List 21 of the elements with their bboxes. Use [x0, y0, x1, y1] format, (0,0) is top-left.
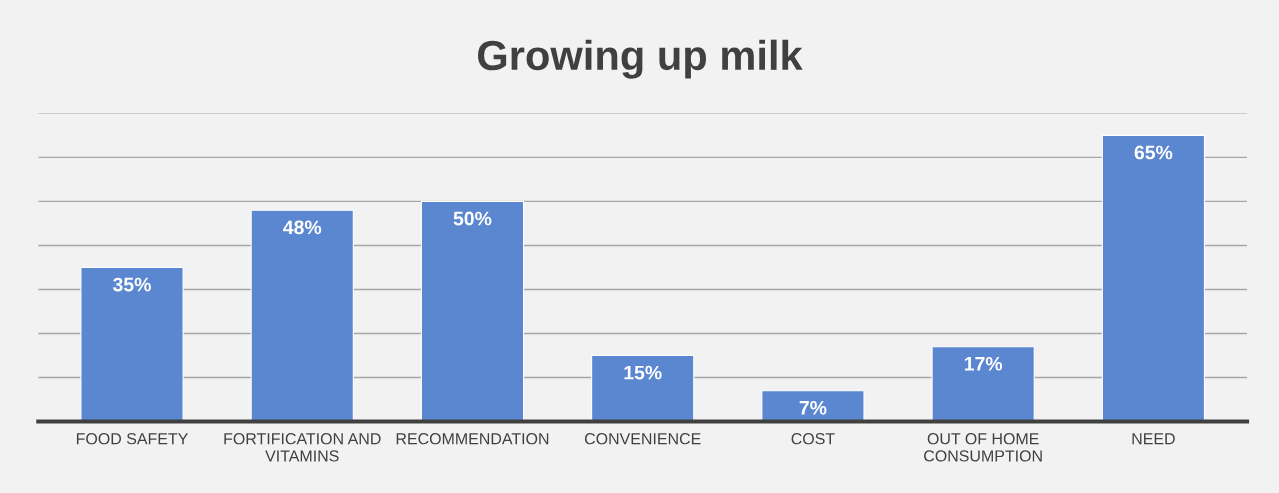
x-tick-label: FOOD SAFETY: [76, 433, 188, 445]
data-label: 17%: [964, 356, 1003, 371]
x-tick-label: NEED: [1132, 433, 1175, 445]
data-label: 15%: [624, 365, 662, 380]
bar: [420, 200, 525, 422]
bar: [931, 346, 1035, 422]
x-tick-label: COST: [791, 433, 835, 445]
bar: [250, 209, 354, 422]
bar: [1101, 134, 1206, 422]
data-label: 48%: [283, 220, 322, 235]
x-tick-label: CONVENIENCE: [584, 433, 701, 445]
x-tick-label: FORTIFICATION AND VITAMINS: [224, 433, 381, 462]
bar: [591, 354, 695, 422]
data-label: 35%: [112, 277, 151, 292]
data-label: 65%: [1134, 145, 1173, 160]
data-label: 50%: [453, 211, 492, 226]
x-tick-label: RECOMMENDATION: [396, 433, 549, 445]
data-label: 7%: [799, 400, 827, 415]
x-tick-label: OUT OF HOME CONSUMPTION: [924, 433, 1042, 462]
chart-title: Growing up milk: [478, 39, 803, 79]
bar: [80, 266, 184, 422]
